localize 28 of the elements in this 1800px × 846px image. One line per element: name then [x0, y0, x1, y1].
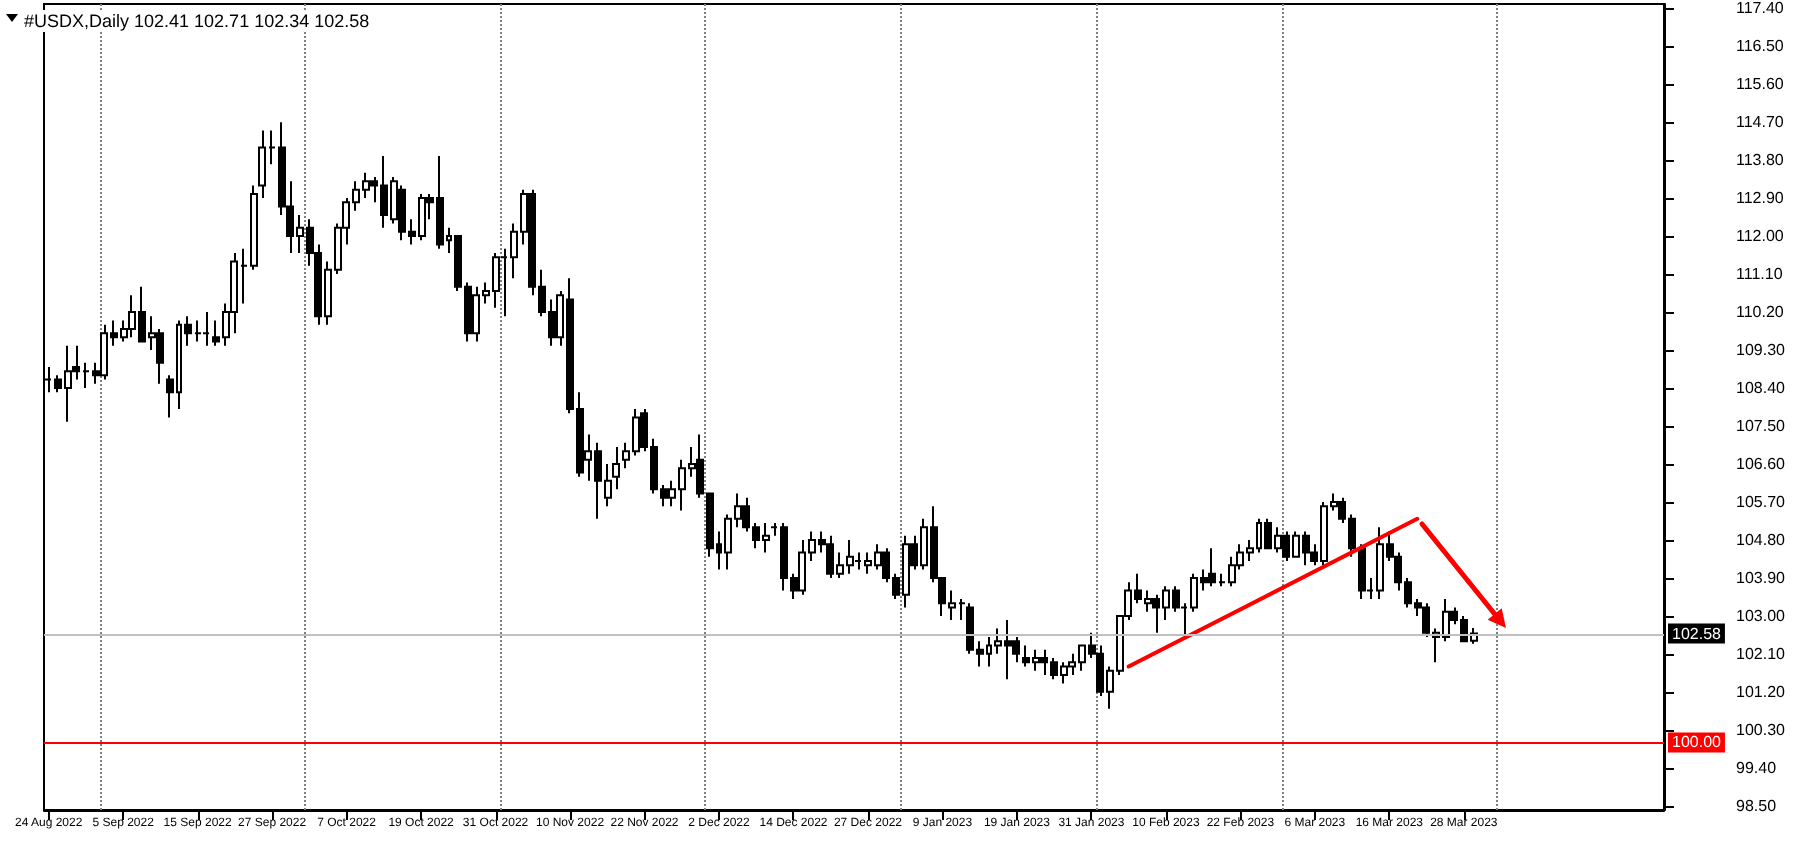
y-tick-label: 106.60	[1736, 454, 1787, 473]
y-tick-label: 112.00	[1736, 227, 1785, 246]
y-tick-label: 103.90	[1736, 568, 1787, 587]
candlestick	[1358, 543, 1366, 601]
y-tick-label: 116.50	[1736, 37, 1785, 56]
y-tick-label: 101.20	[1736, 682, 1787, 701]
y-tick-label: 105.70	[1736, 492, 1787, 511]
y-tick-label: 109.30	[1736, 341, 1787, 360]
y-tick-label: 99.40	[1736, 758, 1778, 777]
candlestick	[612, 446, 620, 491]
y-tick-label: 110.20	[1736, 303, 1785, 322]
ref-line-label: 100.00	[1672, 733, 1723, 752]
y-tick-label: 112.90	[1736, 189, 1785, 208]
y-tick-label: 98.50	[1736, 796, 1778, 815]
y-tick-label: 104.80	[1736, 530, 1787, 549]
y-tick-label: 115.60	[1736, 75, 1785, 94]
y-tick-label: 111.10	[1736, 265, 1784, 284]
y-tick-label: 103.00	[1736, 606, 1787, 625]
y-tick-label: 100.30	[1736, 720, 1787, 739]
y-tick-label: 117.40	[1736, 0, 1785, 18]
ref-line-label: 102.58	[1672, 624, 1723, 643]
y-tick-label: 114.70	[1736, 113, 1785, 132]
y-tick-label: 107.50	[1736, 416, 1787, 435]
y-tick-label: 108.40	[1736, 379, 1787, 398]
chart-title: #USDX,Daily 102.41 102.71 102.34 102.58	[24, 11, 370, 31]
candlestick	[202, 311, 210, 347]
y-tick-label: 102.10	[1736, 644, 1787, 663]
y-tick-label: 113.80	[1736, 151, 1785, 170]
